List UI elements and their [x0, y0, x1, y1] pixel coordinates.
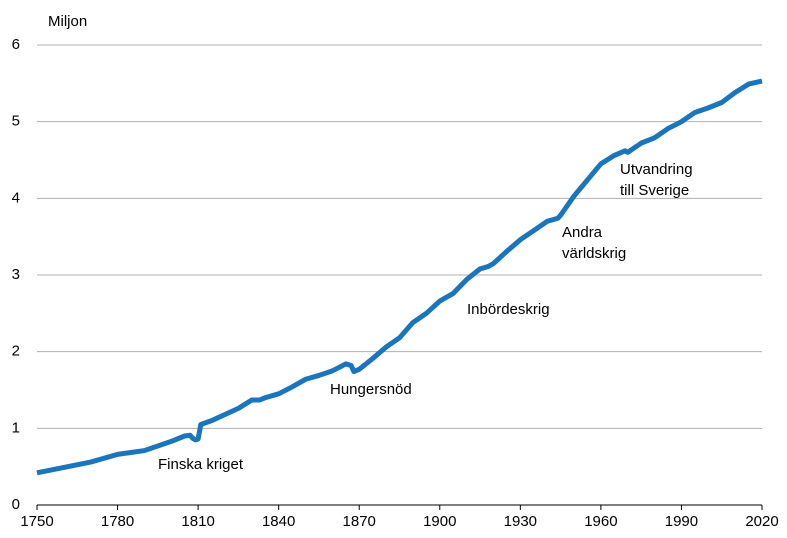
y-tick-label: 6 — [12, 36, 20, 53]
annotation: världskrig — [562, 245, 626, 262]
x-tick-label: 1870 — [343, 513, 376, 530]
y-tick-label: 3 — [12, 266, 20, 283]
line — [36, 78, 763, 476]
x-tick-label: 1750 — [20, 513, 53, 530]
annotation: Inbördeskrig — [467, 301, 550, 318]
annotation: Utvandring — [620, 161, 693, 178]
y-tick-label: 1 — [12, 419, 20, 436]
annotation: Andra — [562, 224, 603, 241]
x-tick-label: 1810 — [181, 513, 214, 530]
x-tick-label: 1780 — [101, 513, 134, 530]
x-tick-label: 1960 — [584, 513, 617, 530]
x-tick-label: 1990 — [665, 513, 698, 530]
y-axis-label: Miljon — [48, 13, 87, 30]
annotation: Finska kriget — [158, 456, 244, 473]
annotation: till Sverige — [620, 182, 689, 199]
y-tick-label: 2 — [12, 343, 20, 360]
x-tick-label: 1930 — [504, 513, 537, 530]
y-tick-label: 0 — [12, 496, 20, 513]
x-tick-label: 1840 — [262, 513, 295, 530]
x-tick-label: 1900 — [423, 513, 456, 530]
annotation: Hungersnöd — [330, 381, 412, 398]
y-tick-label: 5 — [12, 113, 20, 130]
y-tick-label: 4 — [12, 189, 20, 206]
x-tick-label: 2020 — [745, 513, 778, 530]
